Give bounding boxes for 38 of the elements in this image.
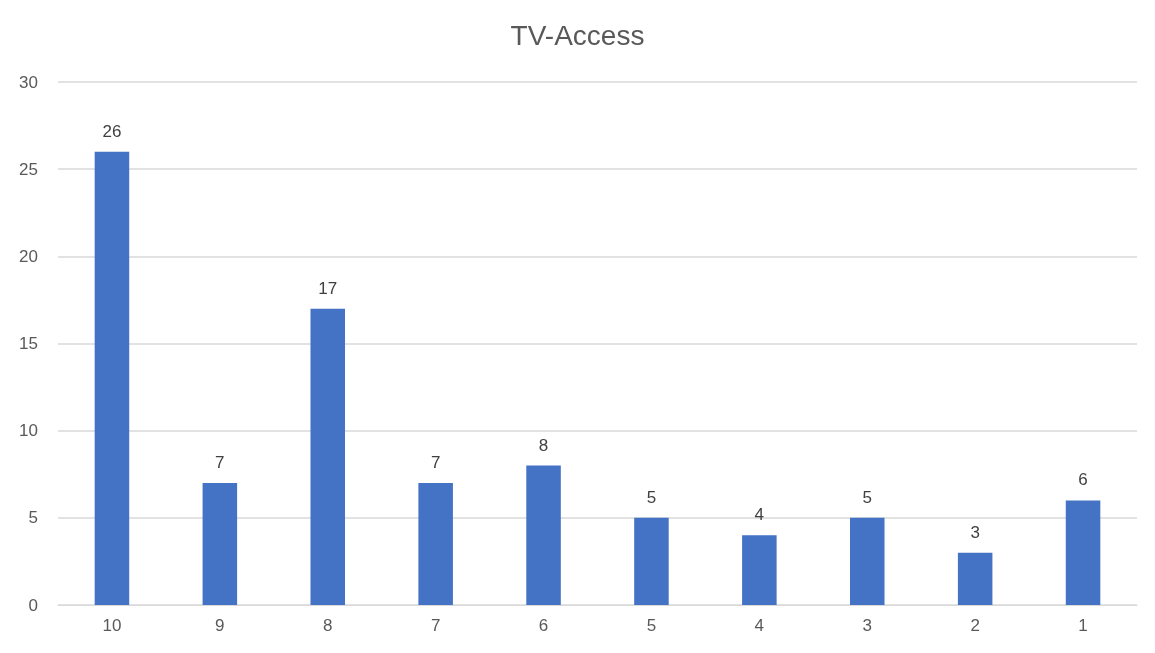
bar (1065, 500, 1101, 605)
x-tick-label: 9 (215, 616, 225, 635)
y-tick-label: 25 (19, 159, 38, 179)
x-tick-label: 10 (102, 616, 122, 635)
x-tick-label: 6 (538, 616, 549, 635)
data-label: 5 (646, 487, 657, 507)
y-tick-label: 10 (19, 421, 38, 441)
bar (418, 482, 453, 605)
data-label: 26 (102, 121, 122, 141)
data-label: 4 (754, 505, 765, 525)
x-tick-label: 7 (430, 616, 441, 635)
y-tick-label: 20 (19, 246, 38, 266)
data-label: 5 (862, 487, 872, 507)
bar (634, 517, 669, 605)
chart-title: TV-Access (510, 19, 645, 51)
bar (957, 552, 993, 605)
y-tick-label: 15 (19, 334, 38, 353)
x-tick-label: 3 (862, 616, 872, 635)
x-tick-label: 2 (970, 616, 980, 635)
bar (310, 308, 346, 605)
x-tick-label: 5 (646, 616, 657, 635)
bar (94, 151, 130, 605)
x-tick-label: 8 (323, 616, 333, 635)
data-label: 3 (970, 522, 980, 542)
bar (742, 535, 777, 605)
y-tick-label: 5 (28, 508, 38, 528)
data-label: 8 (538, 435, 549, 455)
bar (849, 517, 885, 605)
y-tick-label: 30 (19, 72, 38, 92)
data-label: 6 (1078, 470, 1088, 490)
data-label: 17 (318, 278, 338, 298)
bar (526, 465, 561, 605)
data-label: 7 (430, 452, 441, 472)
data-label: 7 (215, 452, 225, 472)
bar (202, 482, 238, 605)
y-tick-label: 0 (28, 595, 38, 615)
x-tick-label: 1 (1078, 616, 1088, 635)
x-tick-label: 4 (754, 616, 765, 635)
